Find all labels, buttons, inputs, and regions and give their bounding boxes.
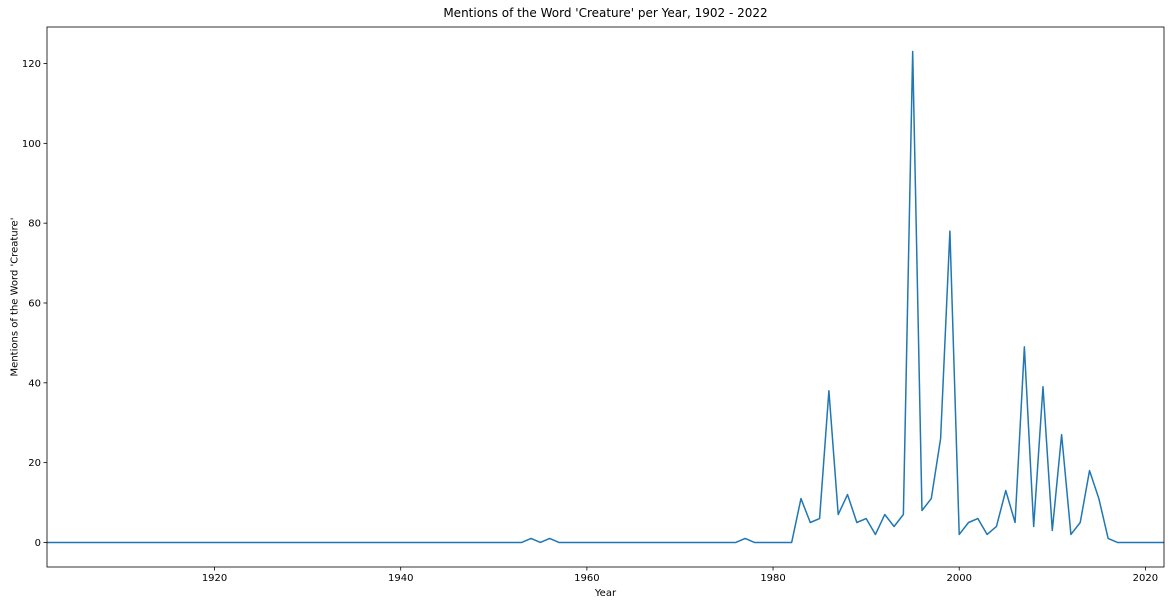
x-axis-label: Year — [594, 588, 617, 599]
x-tick-label: 1960 — [574, 573, 599, 584]
plot-area: 1920 1940 1960 1980 2000 2020 0 20 40 60 80 100 120 — [22, 26, 1165, 584]
x-tick-label: 1940 — [388, 573, 413, 584]
x-tick-label: 2000 — [946, 573, 971, 584]
y-tick-label: 0 — [35, 538, 41, 549]
chart-title: Mentions of the Word 'Creature' per Year… — [443, 6, 767, 20]
x-tick-label: 2020 — [1133, 573, 1158, 584]
axes-frame — [46, 26, 1165, 568]
y-tick-label: 100 — [22, 139, 41, 150]
y-tick-label: 120 — [22, 59, 41, 70]
y-tick-label: 40 — [28, 378, 41, 389]
y-axis-label: Mentions of the Word 'Creature' — [10, 218, 21, 377]
series-line — [47, 50, 1164, 544]
y-tick-label: 80 — [28, 219, 41, 230]
y-tick-label: 60 — [28, 298, 41, 309]
x-tick-label: 1980 — [760, 573, 785, 584]
x-tick-label: 1920 — [202, 573, 227, 584]
y-tick-label: 20 — [28, 458, 41, 469]
